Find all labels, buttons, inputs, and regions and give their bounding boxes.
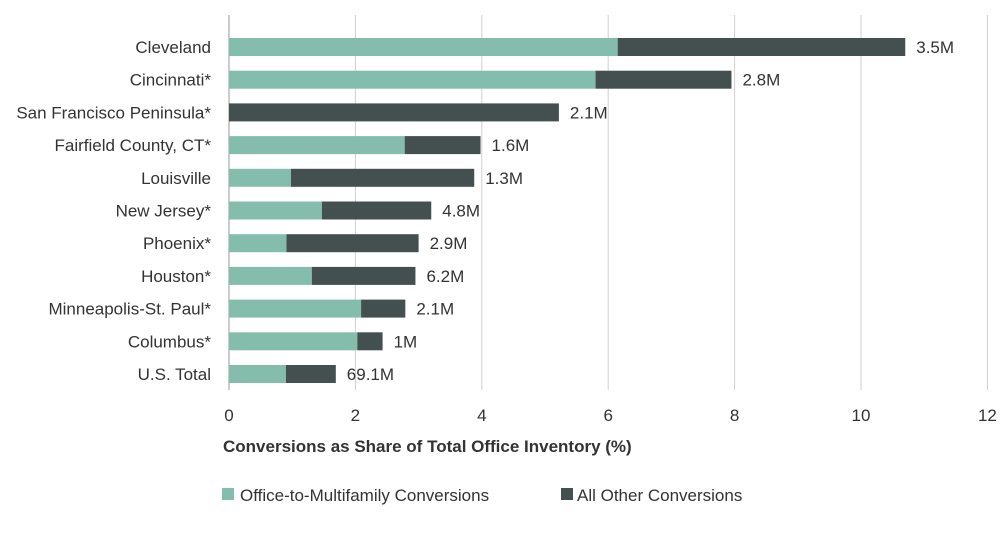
category-labels: Cleveland Cincinnati* San Francisco Penins…	[16, 38, 211, 384]
data-label-san-francisco-peninsula: 2.1M	[570, 103, 608, 122]
bar-u-s-total-office-to-multifamily-conversions	[229, 365, 286, 383]
category-label-new-jersey: New Jersey*	[116, 202, 212, 221]
bar-columbus-all-other-conversions	[357, 332, 383, 351]
bar-houston-office-to-multifamily-conversions	[229, 266, 312, 285]
category-label-louisville: Louisville	[141, 169, 211, 188]
bar-houston-all-other-conversions	[311, 266, 416, 285]
data-label-phoenix: 2.9M	[430, 234, 468, 253]
bar-cleveland-office-to-multifamily-conversions	[229, 38, 618, 56]
bar-columbus-office-to-multifamily-conversions	[229, 332, 358, 351]
x-tick-label-10: 10	[852, 406, 871, 425]
x-tick-label-0: 0	[224, 406, 233, 425]
bar-cincinnati-all-other-conversions	[595, 70, 732, 89]
data-label-fairfield-county-ct: 1.6M	[492, 136, 530, 155]
data-label-columbus: 1M	[394, 332, 418, 351]
bar-u-s-total-all-other-conversions	[285, 365, 336, 383]
x-tick-label-6: 6	[603, 406, 612, 425]
category-label-san-francisco-peninsula: San Francisco Peninsula*	[16, 103, 211, 122]
bar-fairfield-county-ct-office-to-multifamily-conversions	[229, 136, 405, 155]
bar-new-jersey-office-to-multifamily-conversions	[229, 201, 322, 220]
bar-minneapolis-st-paul-all-other-conversions	[361, 299, 406, 318]
legend-label-all-other: All Other Conversions	[577, 486, 742, 505]
x-tick-label-2: 2	[351, 406, 360, 425]
category-label-minneapolis-st-paul: Minneapolis-St. Paul*	[48, 300, 211, 319]
x-axis-ticks: 0 2 4 6 8 10 12	[224, 406, 997, 425]
bar-fairfield-county-ct-all-other-conversions	[404, 136, 481, 155]
bar-cleveland-all-other-conversions	[617, 38, 906, 56]
category-label-cleveland: Cleveland	[135, 38, 211, 57]
data-label-cincinnati: 2.8M	[742, 71, 780, 90]
category-label-fairfield-county-ct: Fairfield County, CT*	[54, 136, 211, 155]
category-label-phoenix: Phoenix*	[143, 234, 211, 253]
category-label-columbus: Columbus*	[128, 332, 212, 351]
legend-label-office-to-multifamily: Office-to-Multifamily Conversions	[240, 486, 489, 505]
bar-phoenix-all-other-conversions	[286, 234, 419, 253]
data-label-minneapolis-st-paul: 2.1M	[416, 300, 454, 319]
data-label-cleveland: 3.5M	[916, 38, 954, 57]
category-label-cincinnati: Cincinnati*	[130, 71, 212, 90]
data-label-new-jersey: 4.8M	[442, 202, 480, 221]
legend-swatch-all-other	[561, 488, 573, 500]
x-tick-label-12: 12	[978, 406, 997, 425]
bar-louisville-all-other-conversions	[290, 168, 475, 187]
data-label-louisville: 1.3M	[485, 169, 523, 188]
bar-new-jersey-all-other-conversions	[321, 201, 432, 220]
category-label-u-s-total: U.S. Total	[138, 365, 211, 384]
legend: Office-to-Multifamily Conversions All Ot…	[222, 486, 742, 505]
bar-san-francisco-peninsula-all-other-conversions	[229, 103, 559, 122]
x-tick-label-8: 8	[730, 406, 739, 425]
legend-swatch-office-to-multifamily	[222, 488, 234, 500]
bar-louisville-office-to-multifamily-conversions	[229, 168, 291, 187]
bars	[229, 38, 906, 383]
bar-phoenix-office-to-multifamily-conversions	[229, 234, 287, 253]
bar-minneapolis-st-paul-office-to-multifamily-conversions	[229, 299, 362, 318]
x-tick-label-4: 4	[477, 406, 486, 425]
category-label-houston: Houston*	[141, 267, 211, 286]
data-label-houston: 6.2M	[426, 267, 464, 286]
x-axis-label: Conversions as Share of Total Office Inv…	[223, 437, 632, 456]
data-labels: 3.5M 2.8M 2.1M 1.6M 1.3M 4.8M 2.9M 6.2M 2.1M 1M69…	[347, 38, 954, 384]
data-label-u-s-total: 69.1M	[347, 365, 394, 384]
bar-cincinnati-office-to-multifamily-conversions	[229, 70, 596, 89]
